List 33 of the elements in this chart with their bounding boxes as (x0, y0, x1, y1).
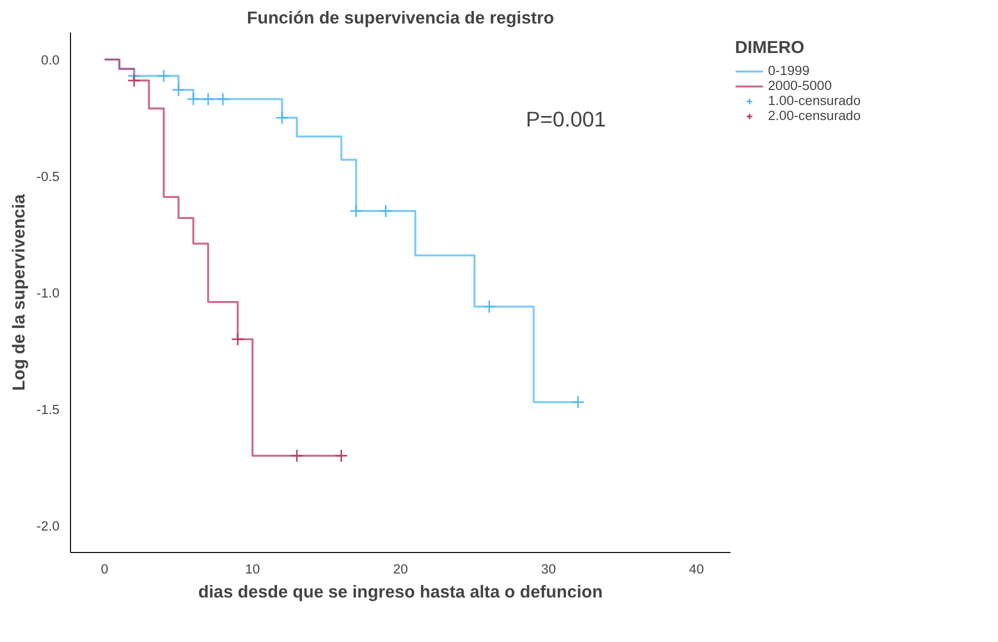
point (216, 92, 230, 106)
point (186, 92, 200, 106)
point (482, 300, 496, 314)
point (378, 204, 392, 218)
chart-title: Función de supervivencia de registro (246, 8, 554, 28)
y-tick-label: -1.0 (36, 286, 60, 301)
y-tick-label: -2.0 (36, 518, 60, 534)
point (571, 395, 585, 409)
y-tick-label: -1.5 (36, 402, 60, 418)
point (201, 92, 215, 106)
x-tick-label: 30 (541, 562, 556, 576)
point (275, 111, 289, 125)
y-axis-title: Log de la supervivencia (8, 194, 29, 391)
y-tick-label: -0.5 (36, 169, 60, 184)
point (334, 449, 348, 463)
legend-label: 2.00-censurado (768, 108, 861, 123)
x-axis-title: dias desde que se ingreso hasta alta o defuncion (198, 582, 603, 602)
point (290, 449, 304, 463)
legend-label: 2000-5000 (768, 78, 832, 93)
point (127, 74, 141, 88)
y-tick-label: 0.0 (40, 52, 60, 68)
x-tick-label: 0 (100, 562, 108, 576)
x-tick-label: 40 (689, 562, 704, 576)
point (172, 83, 186, 97)
legend-title: DIMERO (735, 37, 806, 58)
legend-label: 1.00-censurado (768, 93, 861, 108)
point (156, 69, 170, 83)
x-tick-label: 10 (245, 562, 260, 576)
point (349, 204, 363, 218)
legend-label: 0-1999 (768, 63, 810, 78)
point (230, 332, 244, 346)
annotation: P=0.001 (526, 107, 606, 132)
x-tick-label: 20 (393, 562, 408, 576)
